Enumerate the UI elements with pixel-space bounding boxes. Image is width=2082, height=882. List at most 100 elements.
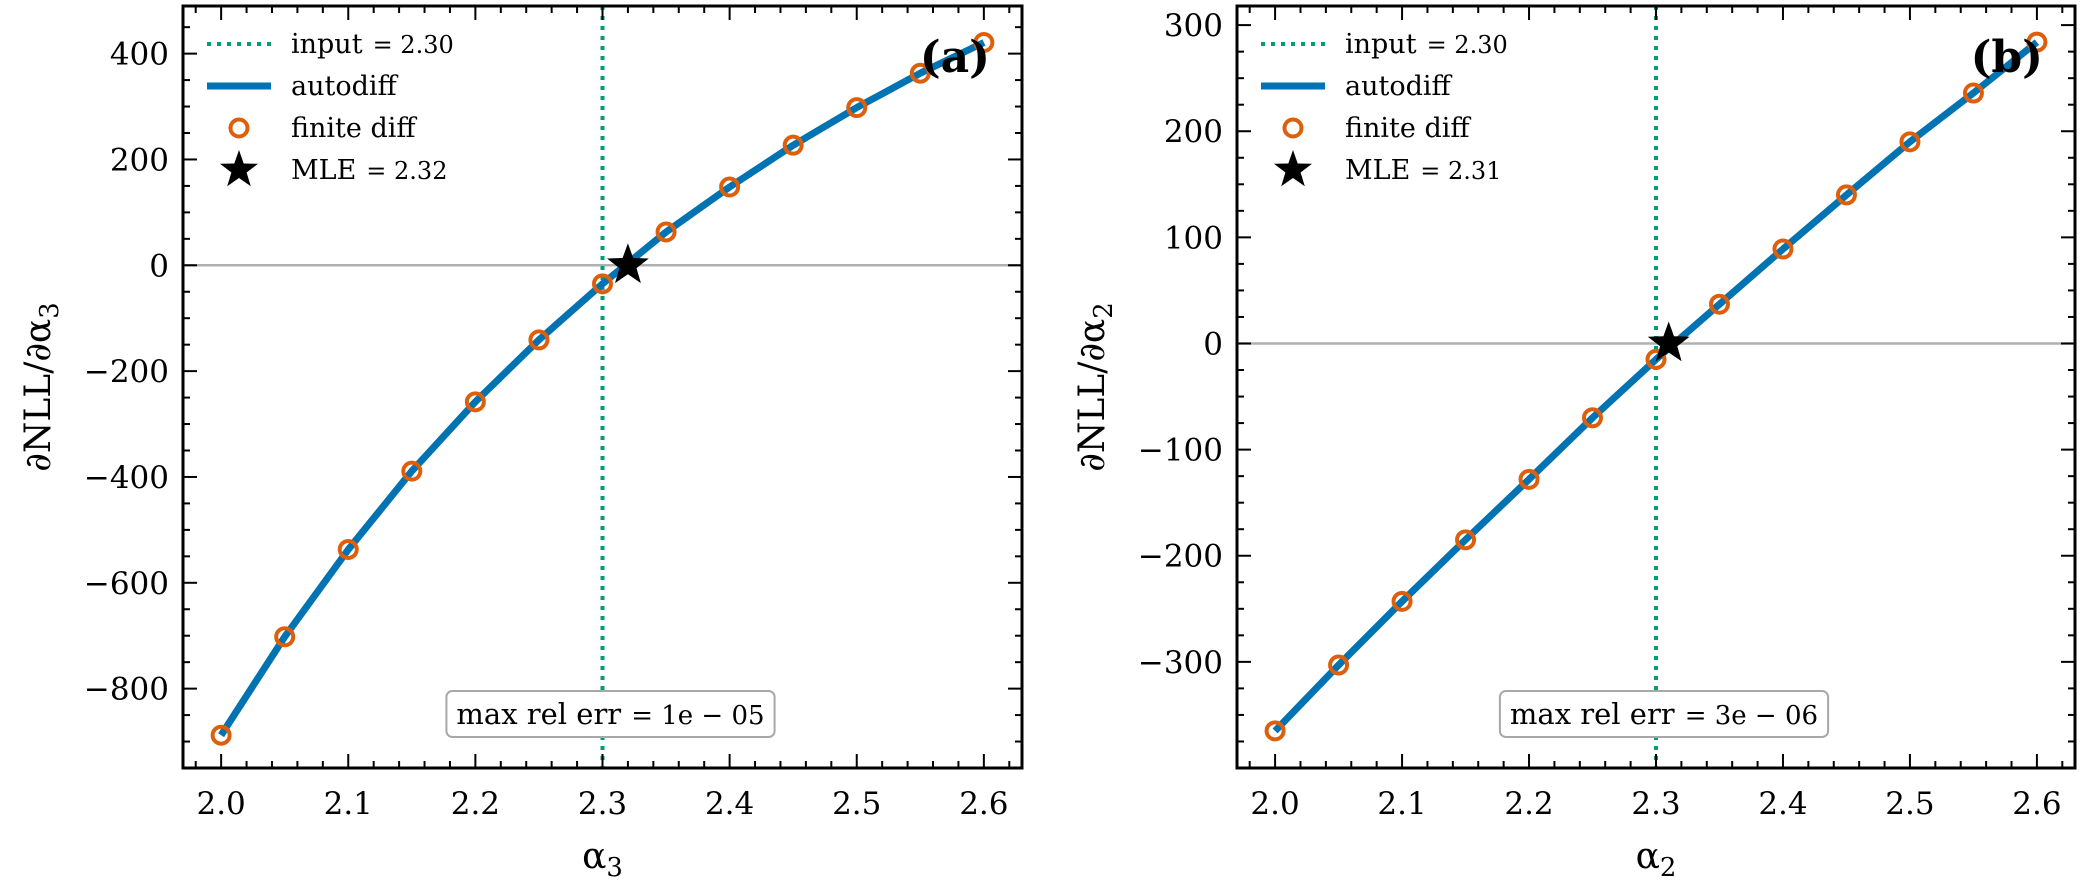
- legend: input = 2.30 autodiff finite diff MLE = 2.31: [1261, 29, 1508, 187]
- finite-diff-point: [782, 134, 804, 156]
- legend-value: = 2.31: [1420, 157, 1501, 185]
- finite-diff-point: [401, 460, 423, 482]
- finite-diff-point: [1518, 468, 1540, 490]
- finite-diff-point: [464, 391, 486, 413]
- y-axis-label-group: ∂NLL/∂α3: [18, 302, 65, 471]
- y-tick-label: −300: [1138, 645, 1223, 681]
- y-tick-label: 200: [110, 142, 169, 178]
- y-axis-label-group: ∂NLL/∂α2: [1072, 302, 1119, 471]
- finite-diff-point: [1391, 590, 1413, 612]
- mle-star-marker: [1647, 321, 1690, 362]
- legend-value: = 2.30: [373, 31, 454, 59]
- finite-diff-point: [1899, 131, 1921, 153]
- x-tick-label: 2.3: [1631, 786, 1680, 822]
- chart-panel-1: 2.0 2.1 2.2 2.3 2.4 2.5 2.6 −800 −600 −400 −200 0 20…: [18, 4, 1024, 882]
- finite-diff-point: [1455, 529, 1477, 551]
- legend-swatch-finite-diff: [1282, 117, 1304, 139]
- legend-item: autodiff: [1261, 71, 1453, 102]
- error-annotation: max rel err = 1e − 05: [445, 690, 776, 738]
- y-tick-label: 0: [149, 248, 169, 284]
- finite-diff-point: [1835, 184, 1857, 206]
- finite-diff-point: [1708, 293, 1730, 315]
- data-layer: [210, 32, 995, 746]
- autodiff-line: [218, 39, 986, 738]
- legend-swatch-mle: [220, 150, 258, 187]
- y-tick-label: 200: [1164, 114, 1223, 150]
- legend-item: MLE = 2.31: [1274, 150, 1501, 187]
- error-box: [1498, 690, 1830, 738]
- finite-diff-point: [210, 724, 232, 746]
- y-axis-label: ∂NLL/∂α2: [1072, 302, 1119, 471]
- y-tick-label: −200: [84, 354, 169, 390]
- x-tick-label: 2.2: [451, 786, 500, 822]
- finite-diff-point: [655, 221, 677, 243]
- finite-diff-point: [2026, 31, 2048, 53]
- error-box: [445, 690, 776, 738]
- x-tick-label: 2.6: [2012, 786, 2061, 822]
- y-tick-label: −100: [1138, 433, 1223, 469]
- legend-label: input = 2.30: [1345, 29, 1508, 60]
- panel-label: (b): [1971, 32, 2043, 83]
- x-tick-label: 2.4: [705, 786, 754, 822]
- finite-diff-point: [846, 97, 868, 119]
- legend-swatch-mle: [1274, 150, 1312, 187]
- x-tick-label: 2.5: [832, 786, 881, 822]
- legend-swatch-finite-diff: [228, 117, 250, 139]
- x-tick-label: 2.6: [959, 786, 1008, 822]
- x-tick-label: 2.1: [324, 786, 373, 822]
- legend-item: finite diff: [228, 113, 417, 144]
- legend-value: = 2.30: [1427, 31, 1508, 59]
- mle-star-marker: [607, 243, 649, 284]
- finite-diff-point: [1328, 654, 1350, 676]
- y-axis-label: ∂NLL/∂α3: [18, 302, 65, 471]
- finite-diff-point: [1264, 720, 1286, 742]
- y-tick-label: −800: [84, 672, 169, 708]
- x-tick-label: 2.0: [1250, 786, 1299, 822]
- legend-item: autodiff: [207, 71, 399, 102]
- error-label: max rel err = 3e − 06: [1510, 697, 1818, 731]
- y-tick-label: 300: [1164, 8, 1223, 44]
- y-tick-label: 400: [110, 37, 169, 73]
- legend-label: finite diff: [1345, 113, 1471, 144]
- legend-label: autodiff: [291, 71, 399, 102]
- data-layer: [1264, 31, 2048, 742]
- finite-diff-point: [528, 329, 550, 351]
- x-tick-label: 2.4: [1758, 786, 1807, 822]
- legend-item: input = 2.30: [207, 29, 454, 60]
- legend-item: input = 2.30: [1261, 29, 1508, 60]
- x-tick-label: 2.0: [196, 786, 245, 822]
- y-tick-label: 0: [1203, 326, 1223, 362]
- finite-diff-point: [1645, 348, 1667, 370]
- legend-label: finite diff: [291, 113, 417, 144]
- legend-value: = 2.32: [366, 157, 447, 185]
- autodiff-line: [1272, 39, 2040, 734]
- panel-label: (a): [920, 32, 990, 83]
- x-tick-label: 2.3: [578, 786, 627, 822]
- y-tick-label: −200: [1138, 539, 1223, 575]
- x-tick-label: 2.5: [1885, 786, 1934, 822]
- finite-diff-point: [1582, 407, 1604, 429]
- error-value: = 3e − 06: [1685, 701, 1818, 731]
- error-annotation: max rel err = 3e − 06: [1498, 690, 1830, 738]
- finite-diff-point: [973, 32, 995, 54]
- legend: input = 2.30 autodiff finite diff MLE = 2.32: [207, 29, 454, 187]
- legend-item: finite diff: [1282, 113, 1471, 144]
- error-value: = 1e − 05: [631, 701, 764, 731]
- y-tick-label: −400: [84, 460, 169, 496]
- finite-diff-point: [592, 273, 613, 295]
- finite-diff-point: [909, 62, 931, 84]
- legend-label: autodiff: [1345, 71, 1453, 102]
- x-tick-label: 2.2: [1504, 786, 1553, 822]
- y-tick-label: −600: [84, 566, 169, 602]
- legend-label: input = 2.30: [291, 29, 454, 60]
- error-label: max rel err = 1e − 05: [456, 697, 764, 731]
- finite-diff-point: [1962, 82, 1984, 104]
- x-axis-label: α3: [582, 836, 623, 882]
- finite-diff-point: [719, 176, 741, 198]
- legend-label: MLE = 2.32: [291, 155, 447, 186]
- legend-label: MLE = 2.31: [1345, 155, 1501, 186]
- x-tick-label: 2.1: [1377, 786, 1426, 822]
- x-axis-label: α2: [1636, 836, 1677, 882]
- legend-item: MLE = 2.32: [220, 150, 447, 187]
